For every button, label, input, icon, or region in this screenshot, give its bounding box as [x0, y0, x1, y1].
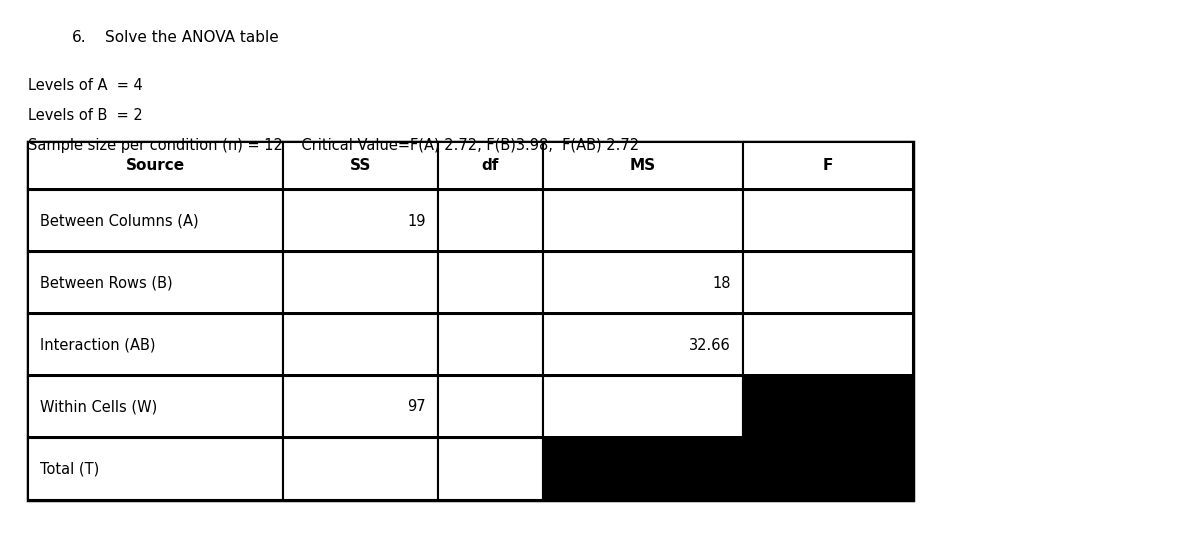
Bar — [283, 190, 438, 252]
Text: 32.66: 32.66 — [689, 338, 731, 352]
Bar — [438, 142, 542, 190]
Text: 18: 18 — [713, 275, 731, 291]
Bar — [542, 314, 743, 376]
Text: MS: MS — [630, 158, 656, 173]
Text: Source: Source — [126, 158, 185, 173]
Text: Interaction (AB): Interaction (AB) — [40, 338, 156, 352]
Bar — [542, 376, 743, 438]
Bar — [438, 252, 542, 314]
Bar — [542, 142, 743, 190]
Bar — [283, 142, 438, 190]
Bar — [28, 314, 283, 376]
Text: F: F — [823, 158, 833, 173]
Bar — [542, 438, 743, 500]
Bar — [283, 376, 438, 438]
Bar — [28, 438, 283, 500]
Bar — [28, 374, 913, 379]
Bar — [743, 314, 913, 376]
Text: Total (T): Total (T) — [40, 461, 100, 476]
Bar — [28, 188, 913, 194]
Bar — [28, 250, 913, 255]
Bar — [743, 376, 913, 438]
Bar — [28, 436, 913, 441]
Text: 19: 19 — [408, 214, 426, 229]
Bar — [28, 376, 283, 438]
Bar — [743, 142, 913, 190]
Text: Between Columns (A): Between Columns (A) — [40, 214, 199, 229]
Text: Solve the ANOVA table: Solve the ANOVA table — [106, 30, 278, 45]
Text: df: df — [482, 158, 499, 173]
Bar — [32, 146, 910, 496]
Text: Sample size per condition (n) = 12    Critical Value=F(A) 2.72, F(B)3.98,  F(AB): Sample size per condition (n) = 12 Criti… — [28, 138, 640, 153]
Bar — [28, 252, 283, 314]
Bar — [438, 438, 542, 500]
Text: SS: SS — [350, 158, 371, 173]
Bar — [28, 142, 913, 500]
Bar — [438, 190, 542, 252]
Bar — [28, 190, 283, 252]
Bar — [743, 438, 913, 500]
Bar — [438, 376, 542, 438]
Bar — [743, 190, 913, 252]
Bar — [438, 314, 542, 376]
Text: Levels of A  = 4: Levels of A = 4 — [28, 78, 143, 93]
Bar — [743, 252, 913, 314]
Bar — [542, 252, 743, 314]
Bar — [542, 190, 743, 252]
Bar — [28, 312, 913, 317]
Bar — [283, 314, 438, 376]
Text: Within Cells (W): Within Cells (W) — [40, 399, 157, 415]
Bar — [283, 252, 438, 314]
Text: Levels of B  = 2: Levels of B = 2 — [28, 108, 143, 123]
Text: 97: 97 — [407, 399, 426, 415]
Bar — [28, 142, 283, 190]
Text: 6.: 6. — [72, 30, 86, 45]
Text: Between Rows (B): Between Rows (B) — [40, 275, 173, 291]
Bar — [283, 438, 438, 500]
